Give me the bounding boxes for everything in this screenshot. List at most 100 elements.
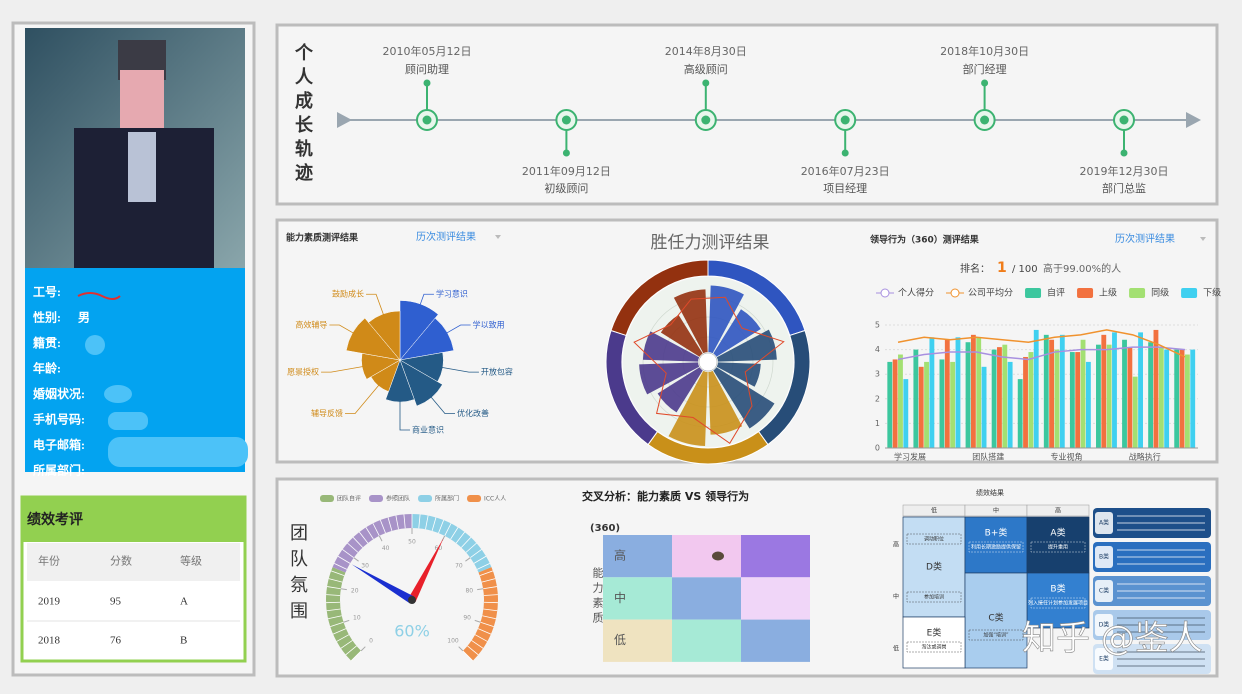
ninebox-note-box bbox=[906, 533, 962, 545]
gauge-minor-tick bbox=[477, 628, 492, 635]
gauge-needle bbox=[351, 564, 415, 604]
gauge-minor-tick bbox=[483, 608, 498, 612]
bar bbox=[1059, 334, 1065, 448]
gauge-minor-tick bbox=[467, 645, 479, 656]
gauge-minor-tick bbox=[476, 563, 490, 570]
bar bbox=[1049, 339, 1055, 448]
legend-marker bbox=[1181, 288, 1198, 298]
ninebox-cell bbox=[902, 516, 966, 618]
bar bbox=[1148, 342, 1154, 448]
gauge-minor-tick bbox=[336, 634, 350, 642]
gauge-minor-tick bbox=[352, 537, 364, 548]
rose-leader bbox=[438, 366, 479, 373]
gauge-band bbox=[326, 567, 362, 661]
polar-bar bbox=[657, 367, 703, 413]
y-tick-label: 3 bbox=[875, 370, 880, 379]
gauge-minor-tick bbox=[340, 640, 353, 649]
polar-bar bbox=[708, 285, 744, 354]
bar bbox=[887, 361, 893, 448]
column-header bbox=[1026, 504, 1090, 517]
gauge-tick-label: 20 bbox=[351, 587, 359, 594]
gauge-tick bbox=[477, 588, 484, 591]
bar bbox=[976, 337, 982, 448]
table-cell: 2018 bbox=[38, 635, 61, 647]
gauge-minor-tick bbox=[431, 517, 437, 531]
event-dot bbox=[981, 79, 989, 87]
field-label: 电子邮箱: bbox=[33, 437, 85, 452]
gauge-tick bbox=[343, 619, 350, 623]
ninebox-cell bbox=[1026, 572, 1090, 629]
ninebox-cell-name: E类 bbox=[927, 627, 942, 639]
rose-label: 鼓励成长 bbox=[332, 289, 364, 299]
ninebox-title: 绩效结果 bbox=[976, 488, 1004, 497]
event-role: 项目经理 bbox=[823, 182, 867, 195]
cross-cell bbox=[672, 535, 741, 578]
ninebox-cell bbox=[902, 616, 966, 669]
bar bbox=[1069, 352, 1075, 448]
y-tick-label: 4 bbox=[875, 345, 880, 354]
ninebox-note: 列入接任计划参加发展项目 bbox=[1028, 600, 1088, 607]
photo-shirt bbox=[128, 132, 156, 202]
bar bbox=[898, 354, 903, 448]
gauge-minor-tick bbox=[462, 650, 474, 662]
gauge-tick-label: 40 bbox=[382, 545, 390, 552]
polar-grid bbox=[642, 296, 774, 428]
gauge-minor-tick bbox=[460, 537, 472, 548]
bar bbox=[1054, 349, 1060, 448]
line-series bbox=[897, 346, 1186, 361]
event-role: 初级顾问 bbox=[544, 181, 588, 195]
legend-tag bbox=[1095, 512, 1113, 534]
rank-total: / 100 bbox=[1012, 264, 1038, 275]
bar bbox=[1174, 349, 1180, 448]
gauge-band bbox=[332, 514, 412, 573]
polar-bar bbox=[673, 289, 708, 354]
gauge-tick-label: 80 bbox=[465, 587, 473, 594]
rose-label: 学习意识 bbox=[436, 289, 468, 299]
field-label: 年龄: bbox=[33, 360, 61, 375]
y-tick-label: 5 bbox=[875, 321, 880, 330]
leadership-dropdown[interactable]: 历次测评结果 bbox=[1115, 232, 1175, 245]
polar-bar bbox=[708, 370, 743, 435]
gauge-tick-label: 10 bbox=[353, 614, 361, 621]
polar-grid bbox=[682, 336, 734, 388]
gauge-minor-tick bbox=[350, 650, 362, 662]
bar bbox=[1075, 352, 1081, 448]
gauge-minor-tick bbox=[471, 640, 484, 649]
bar bbox=[970, 334, 976, 448]
gauge-minor-tick bbox=[470, 549, 482, 559]
rose-leader bbox=[321, 365, 367, 373]
cross-marker bbox=[712, 551, 724, 561]
gauge-tick bbox=[360, 646, 366, 652]
rose-leader bbox=[366, 293, 385, 318]
ninebox-note: 加强“培训” bbox=[983, 632, 1009, 639]
polar-bar bbox=[660, 314, 703, 357]
bar bbox=[1023, 356, 1028, 448]
legend-marker bbox=[418, 495, 433, 502]
dropdown-caret bbox=[1200, 237, 1206, 241]
bar bbox=[1132, 376, 1138, 448]
gauge-minor-tick bbox=[387, 517, 393, 531]
bar bbox=[1101, 334, 1107, 448]
legend-label: 自评 bbox=[1047, 287, 1065, 299]
table-header: 等级 bbox=[180, 554, 202, 568]
gauge-minor-tick bbox=[330, 621, 344, 627]
legend-marker bbox=[1077, 288, 1094, 298]
bar bbox=[1085, 361, 1091, 448]
ability-dropdown[interactable]: 历次测评结果 bbox=[416, 230, 476, 243]
event-node-inner bbox=[980, 115, 990, 125]
field-label: 婚姻状况: bbox=[33, 386, 85, 401]
gauge-minor-tick bbox=[358, 531, 369, 544]
photo-face bbox=[120, 70, 164, 132]
gauge-minor-tick bbox=[326, 608, 341, 612]
bar bbox=[1096, 344, 1101, 448]
bar bbox=[1033, 329, 1039, 448]
ninebox-note: 参加培训 bbox=[924, 594, 944, 601]
gauge-minor-tick bbox=[327, 615, 342, 620]
ninebox-cell-name: B+类 bbox=[985, 527, 1008, 539]
polar-line bbox=[633, 296, 785, 444]
cross-cell bbox=[603, 535, 672, 578]
ninebox-cell-name: C类 bbox=[988, 612, 1003, 624]
column-label: 高 bbox=[1055, 507, 1061, 515]
competency-title: 胜任力测评结果 bbox=[651, 233, 770, 253]
event-date: 2016年07月23日 bbox=[801, 164, 890, 178]
